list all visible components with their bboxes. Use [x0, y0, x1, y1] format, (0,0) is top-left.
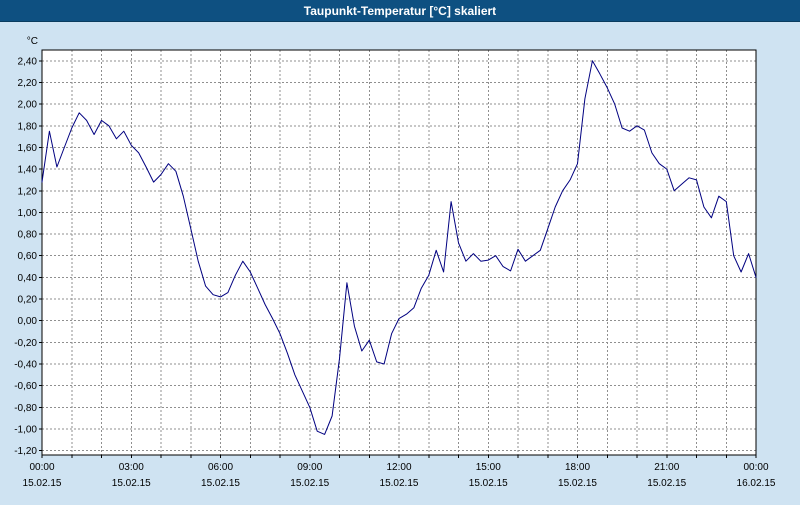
- svg-text:15.02.15: 15.02.15: [201, 478, 240, 489]
- x-gridlines: [71, 50, 727, 455]
- svg-text:-0,40: -0,40: [14, 360, 37, 371]
- svg-text:12:00: 12:00: [386, 462, 411, 473]
- svg-text:00:00: 00:00: [743, 462, 768, 473]
- svg-text:15.02.15: 15.02.15: [469, 478, 508, 489]
- chart-canvas: °C 2,40 2,20 2,00 1,80 1,60 1,40 1,20 1,00 0,80 0,…: [14, 36, 776, 489]
- axis-ticks: [39, 60, 757, 458]
- svg-text:15.02.15: 15.02.15: [380, 478, 419, 489]
- chart-title: Taupunkt-Temperatur [°C] skaliert: [303, 4, 497, 18]
- svg-text:1,80: 1,80: [18, 121, 38, 132]
- svg-text:-1,20: -1,20: [14, 446, 37, 457]
- svg-text:15.02.15: 15.02.15: [290, 478, 329, 489]
- svg-text:15:00: 15:00: [476, 462, 501, 473]
- svg-text:06:00: 06:00: [208, 462, 233, 473]
- svg-text:1,20: 1,20: [18, 186, 38, 197]
- svg-text:21:00: 21:00: [654, 462, 679, 473]
- svg-text:-0,80: -0,80: [14, 403, 37, 414]
- x-axis-date-labels: 15.02.15 15.02.15 15.02.15 15.02.15 15.02.15…: [23, 478, 776, 489]
- svg-text:18:00: 18:00: [565, 462, 590, 473]
- y-gridlines: [42, 60, 756, 452]
- svg-text:15.02.15: 15.02.15: [112, 478, 151, 489]
- svg-text:-1,00: -1,00: [14, 425, 37, 436]
- svg-text:03:00: 03:00: [119, 462, 144, 473]
- svg-text:0,40: 0,40: [18, 273, 38, 284]
- svg-text:15.02.15: 15.02.15: [647, 478, 686, 489]
- svg-text:09:00: 09:00: [297, 462, 322, 473]
- svg-text:1,40: 1,40: [18, 165, 38, 176]
- x-axis-labels: 00:00 03:00 06:00 09:00 12:00 15:00 18:00 21:00…: [29, 462, 768, 473]
- svg-text:00:00: 00:00: [29, 462, 54, 473]
- chart-area: °C 2,40 2,20 2,00 1,80 1,60 1,40 1,20 1,00 0,80 0,…: [0, 22, 800, 500]
- series-line: [41, 60, 757, 435]
- svg-text:15.02.15: 15.02.15: [558, 478, 597, 489]
- svg-text:2,40: 2,40: [18, 56, 38, 67]
- svg-text:15.02.15: 15.02.15: [23, 478, 62, 489]
- svg-text:0,20: 0,20: [18, 295, 38, 306]
- svg-text:1,00: 1,00: [18, 208, 38, 219]
- svg-text:0,80: 0,80: [18, 230, 38, 241]
- chart-title-bar: Taupunkt-Temperatur [°C] skaliert: [0, 0, 800, 22]
- svg-text:-0,20: -0,20: [14, 338, 37, 349]
- svg-text:16.02.15: 16.02.15: [737, 478, 776, 489]
- svg-text:1,60: 1,60: [18, 143, 38, 154]
- svg-text:0,00: 0,00: [18, 316, 38, 327]
- svg-text:2,00: 2,00: [18, 100, 38, 111]
- y-axis-unit-label: °C: [27, 36, 38, 47]
- y-axis-labels: 2,40 2,20 2,00 1,80 1,60 1,40 1,20 1,00 0,80 0,60…: [14, 56, 37, 457]
- svg-text:-0,60: -0,60: [14, 381, 37, 392]
- svg-text:0,60: 0,60: [18, 251, 38, 262]
- svg-text:2,20: 2,20: [18, 78, 38, 89]
